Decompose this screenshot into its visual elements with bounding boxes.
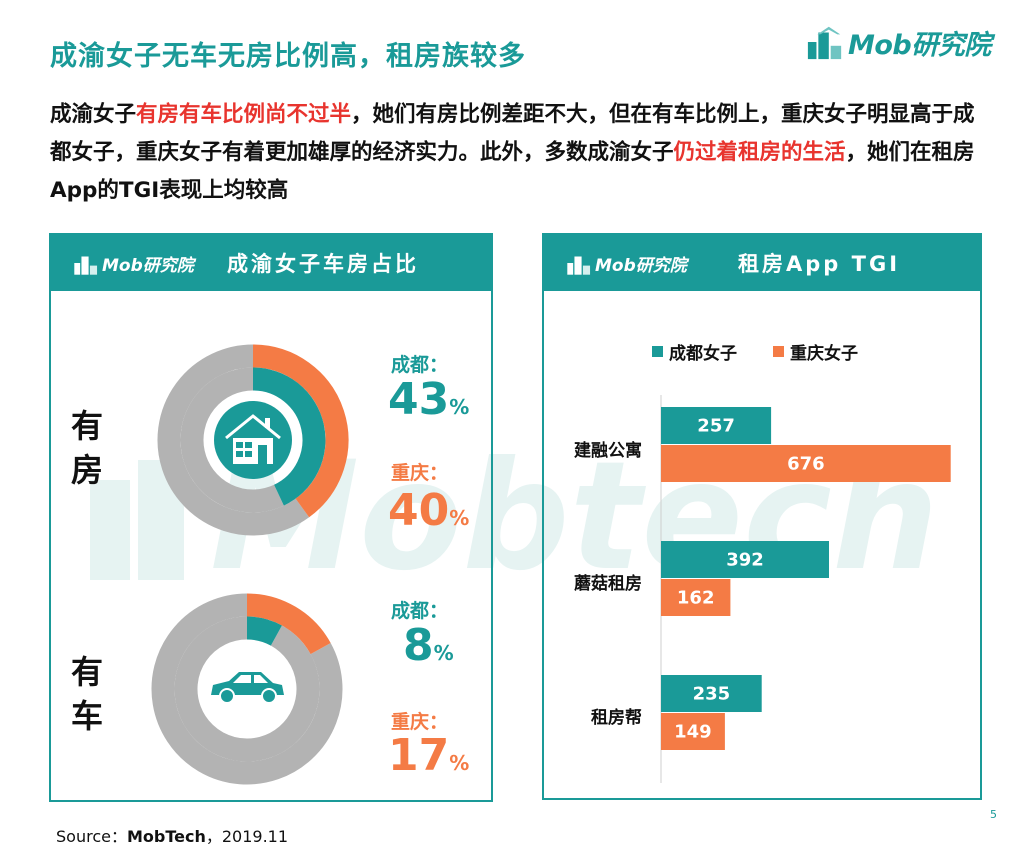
car-chongqing-label: 重庆： xyxy=(391,711,449,733)
logo-icon xyxy=(567,256,591,275)
car-icon xyxy=(211,672,284,704)
bar-chongqing xyxy=(661,579,731,616)
summary-text-2: ，她们有房比例差距不大，但在有车比例上，重庆女子明显高于成都女子，重庆女子有着更… xyxy=(50,102,975,165)
car-chengdu-ring-value xyxy=(246,616,282,646)
right-panel-title: 租房App TGI xyxy=(738,252,901,276)
left-panel: Mob研究院 成渝女子车房占比 xyxy=(49,233,493,802)
bar-chengdu xyxy=(661,407,772,444)
page-title: 成渝女子无车无房比例高，租房族较多 xyxy=(50,41,526,72)
car-chengdu-unit: % xyxy=(433,641,454,665)
page-number: 5 xyxy=(990,808,997,821)
logo-icon xyxy=(74,256,98,275)
house-chongqing-unit: % xyxy=(449,506,470,530)
car-chengdu-ring-remainder xyxy=(174,616,320,762)
chart-legend: 成都女子 重庆女子 xyxy=(652,339,894,364)
car-donut xyxy=(151,593,343,785)
brand-logo: Mob研究院 xyxy=(806,18,991,66)
car-chongqing-unit: % xyxy=(449,751,470,775)
car-chengdu-number: 8 xyxy=(403,620,434,671)
summary-highlight-1: 有房有车比例尚不过半 xyxy=(136,102,352,127)
bar-value-label: 235 xyxy=(693,684,731,705)
legend-item-chongqing: 重庆女子 xyxy=(773,339,858,364)
bar-value-label: 162 xyxy=(677,588,715,609)
house-donut xyxy=(157,344,349,536)
bar-chengdu xyxy=(661,675,762,712)
panel-logo: Mob研究院 xyxy=(73,250,194,276)
house-chengdu-unit: % xyxy=(449,395,470,419)
logo-icon xyxy=(807,26,842,60)
bar-chengdu xyxy=(661,541,829,578)
car-chongqing-ring-value xyxy=(246,593,331,655)
right-panel: Mob研究院 租房App TGI xyxy=(542,233,982,800)
right-panel-header: Mob研究院 租房App TGI xyxy=(544,235,980,291)
logo-text: Mob研究院 xyxy=(848,29,991,61)
bar-value-label: 676 xyxy=(787,454,825,475)
legend-label-chengdu: 成都女子 xyxy=(669,344,737,364)
house-chongqing-ring-remainder xyxy=(157,344,310,536)
legend-label-chongqing: 重庆女子 xyxy=(790,344,858,364)
house-label: 有 房 xyxy=(67,404,107,492)
summary-text-3: ，她们在租房App的TGI表现上均较高 xyxy=(50,140,975,203)
source-prefix: Source： xyxy=(56,827,127,846)
category-label: 租房帮 xyxy=(591,708,642,728)
car-chongqing-ring-remainder xyxy=(151,593,343,785)
summary-paragraph: 成渝女子有房有车比例尚不过半，她们有房比例差距不大，但在有车比例上，重庆女子明显… xyxy=(50,96,980,210)
left-panel-header: Mob研究院 成渝女子车房占比 xyxy=(51,235,491,291)
car-chongqing-number: 17 xyxy=(388,730,450,781)
house-chongqing-label: 重庆： xyxy=(391,462,449,484)
bar-value-label: 392 xyxy=(726,550,764,571)
house-chongqing-value: 40% xyxy=(388,485,469,536)
summary-highlight-2: 仍过着租房的生活 xyxy=(673,140,846,165)
panel-logo-text: Mob研究院 xyxy=(102,255,194,276)
summary-text-1: 成渝女子 xyxy=(50,102,137,127)
bar-chongqing xyxy=(661,445,951,482)
car-label-line1: 有 xyxy=(70,653,103,691)
house-label-line1: 有 xyxy=(70,407,103,445)
bar-value-label: 257 xyxy=(697,416,735,437)
house-chengdu-value: 43% xyxy=(388,374,469,425)
house-chongqing-ring-value xyxy=(252,344,349,518)
source-name: MobTech xyxy=(126,827,206,846)
car-chengdu-value: 8% xyxy=(403,620,454,671)
tgi-bar-chart: 257 676 392 162 235 149 xyxy=(660,395,951,783)
source-date: ，2019.11 xyxy=(205,827,289,846)
legend-swatch-orange xyxy=(773,346,784,357)
panel-logo-text: Mob研究院 xyxy=(595,255,687,276)
house-chengdu-label: 成都： xyxy=(391,354,449,376)
car-label-line2: 车 xyxy=(70,697,103,735)
car-chengdu-label: 成都： xyxy=(391,600,449,622)
source-note: Source：MobTech，2019.11 xyxy=(56,823,288,847)
house-label-line2: 房 xyxy=(70,451,103,489)
category-label: 建融公寓 xyxy=(574,441,642,461)
car-label: 有 车 xyxy=(67,650,107,738)
house-chengdu-ring-value xyxy=(252,367,326,506)
legend-item-chengdu: 成都女子 xyxy=(652,339,737,364)
house-chongqing-number: 40 xyxy=(388,485,450,536)
bar-chongqing xyxy=(661,713,725,750)
category-label: 蘑菇租房 xyxy=(574,574,642,594)
bar-value-label: 149 xyxy=(674,722,712,743)
left-panel-title: 成渝女子车房占比 xyxy=(227,252,419,276)
panel-logo: Mob研究院 xyxy=(566,250,687,276)
house-chengdu-number: 43 xyxy=(388,374,450,425)
car-chongqing-value: 17% xyxy=(388,730,469,781)
legend-swatch-teal xyxy=(652,346,663,357)
house-icon xyxy=(214,401,292,479)
house-chengdu-ring-remainder xyxy=(180,367,284,513)
